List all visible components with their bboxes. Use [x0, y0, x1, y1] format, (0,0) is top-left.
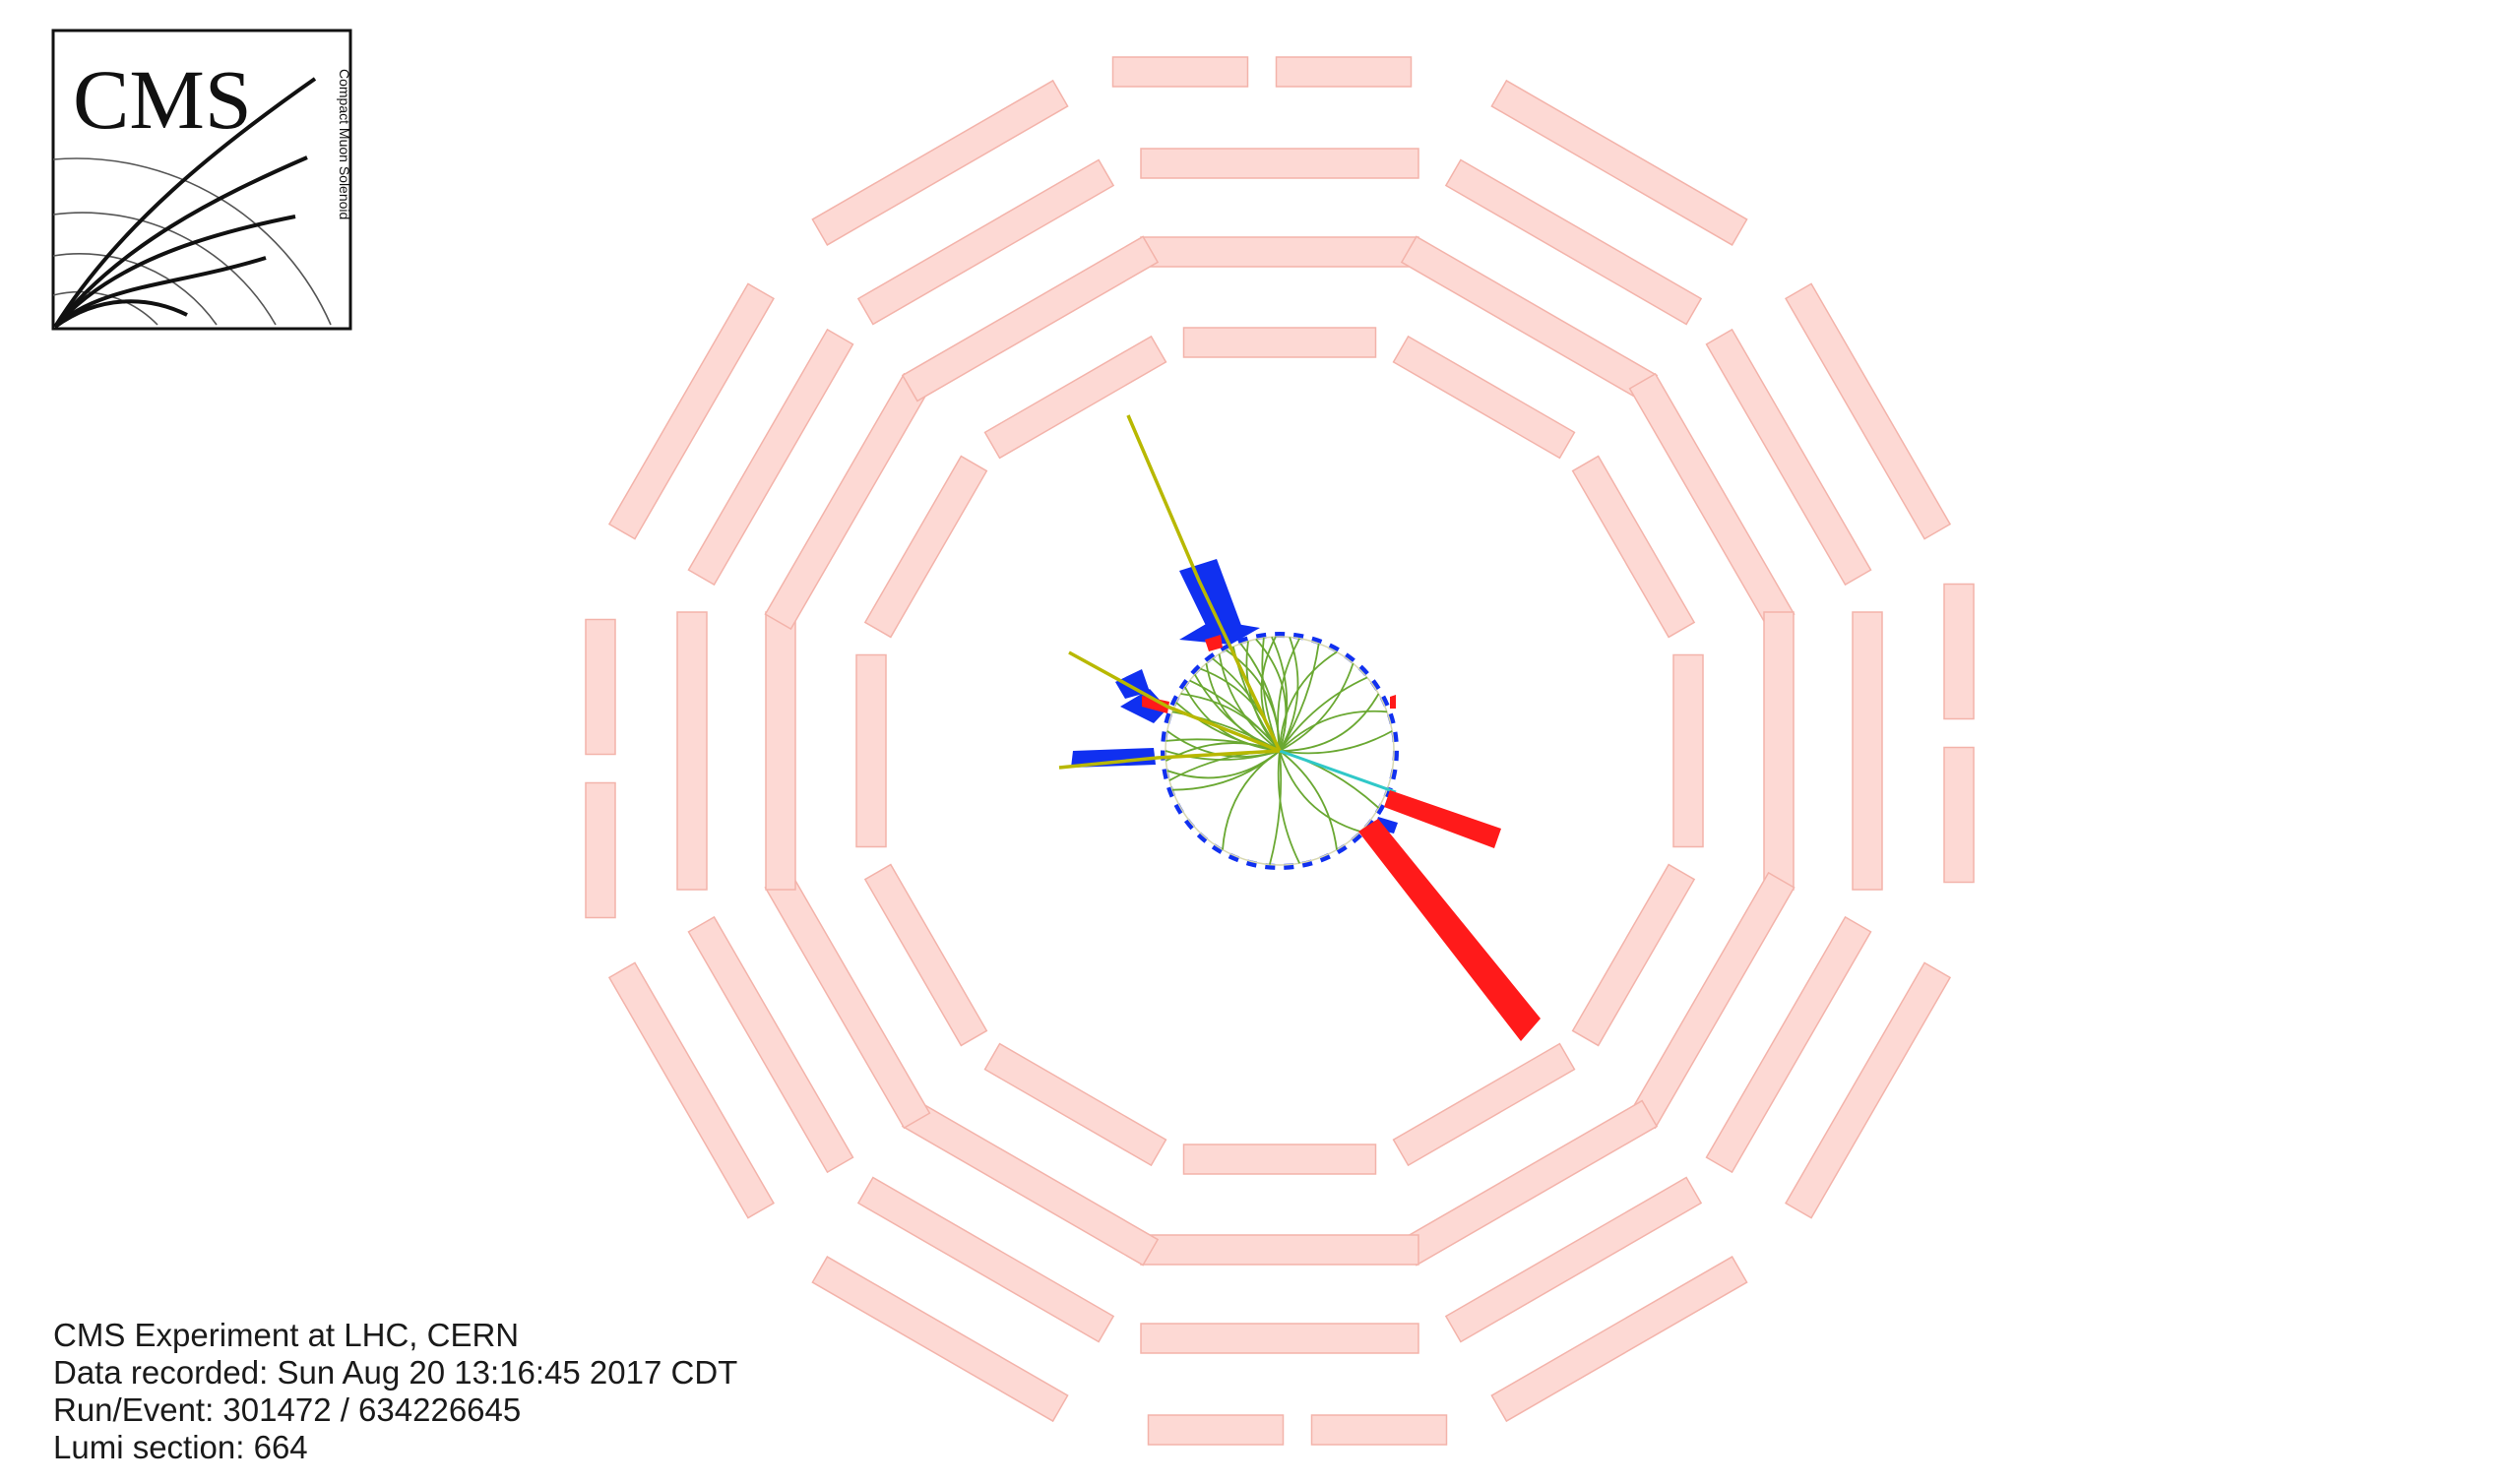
track [1279, 750, 1361, 833]
muon-track [1126, 414, 1282, 752]
muon-chamber [1490, 79, 1748, 246]
event-core [1058, 414, 1541, 1041]
muon-tracks [1058, 414, 1282, 770]
muon-chamber [901, 235, 1160, 402]
track [1279, 676, 1368, 752]
muon-chamber [687, 328, 854, 587]
muon-track [1058, 749, 1281, 770]
track [1279, 710, 1388, 752]
muon-chamber [811, 79, 1069, 246]
muon-chamber [1310, 1414, 1448, 1446]
muon-chamber [856, 1176, 1115, 1343]
track [1279, 662, 1354, 752]
ecal-deposit-large [1358, 819, 1541, 1041]
muon-chamber [1275, 56, 1413, 88]
hcal-tower [1179, 559, 1242, 636]
track [1277, 750, 1300, 864]
muon-chamber [1140, 1234, 1419, 1266]
muon-chamber [863, 455, 988, 639]
track [1279, 730, 1393, 755]
muon-chamber [1444, 158, 1703, 326]
muon-chamber [607, 282, 775, 540]
data-recorded: Data recorded: Sun Aug 20 13:16:45 2017 … [53, 1354, 738, 1391]
track [1184, 686, 1281, 752]
muon-chamber [1140, 148, 1419, 179]
track [1279, 650, 1338, 752]
track [1245, 641, 1281, 752]
muon-chamber [1182, 327, 1377, 358]
muon-chamber [1490, 1256, 1748, 1423]
muon-chamber [983, 335, 1167, 460]
charged-tracks [1165, 636, 1393, 865]
event-info: CMS Experiment at LHC, CERN Data recorde… [53, 1317, 737, 1466]
muon-chamber [1392, 1042, 1576, 1167]
logo-text: CMS [73, 52, 252, 147]
track [1279, 693, 1380, 752]
muon-chambers [585, 56, 1975, 1446]
muon-chamber [1672, 653, 1704, 848]
muon-chamber [1943, 583, 1975, 720]
muon-chamber [1147, 1414, 1285, 1446]
muon-chamber [1571, 863, 1696, 1047]
ecal-deposit [1390, 695, 1396, 709]
track [1279, 637, 1299, 752]
track [1222, 750, 1281, 850]
ecal-deposit [1142, 696, 1169, 713]
muon-chamber [585, 781, 616, 919]
track [1279, 750, 1338, 850]
muon-chamber [676, 611, 708, 891]
muon-chamber [1705, 328, 1872, 587]
muon-chamber [1392, 335, 1576, 460]
track [1218, 653, 1281, 752]
cms-logo: CMS Compact Muon Solenoid [51, 29, 352, 331]
ecal-deposit-jet [1384, 790, 1501, 848]
muon-chamber [811, 1256, 1069, 1423]
logo-subtitle: Compact Muon Solenoid [337, 69, 352, 219]
ecal-deposit [1205, 635, 1223, 651]
muon-chamber [983, 1042, 1167, 1167]
track [1271, 636, 1289, 752]
muon-chamber [855, 653, 887, 848]
muon-chamber [765, 611, 796, 891]
muon-chamber [1785, 282, 1952, 540]
muon-chamber [1444, 1176, 1703, 1343]
muon-chamber [1140, 1323, 1419, 1354]
muon-chamber [1571, 455, 1696, 639]
muon-chamber [856, 158, 1115, 326]
muon-chamber [1763, 611, 1795, 891]
experiment-label: CMS Experiment at LHC, CERN [53, 1317, 520, 1353]
muon-chamber [1852, 611, 1883, 891]
electron-track [1279, 749, 1397, 794]
run-event: Run/Event: 301472 / 634226645 [53, 1391, 522, 1428]
muon-chamber [863, 863, 988, 1047]
muon-chamber [1705, 915, 1872, 1174]
muon-chamber [1140, 236, 1419, 268]
muon-chamber [1943, 746, 1975, 884]
hcal-towers [1071, 559, 1398, 834]
muon-chamber [607, 961, 775, 1219]
muon-chamber [1182, 1144, 1377, 1175]
hcal-ring [1161, 632, 1399, 870]
lumi-section: Lumi section: 664 [53, 1429, 308, 1465]
muon-chamber [1785, 961, 1952, 1219]
ecal-deposits [1142, 635, 1541, 1041]
muon-chamber [585, 618, 616, 756]
muon-chamber [1111, 56, 1249, 88]
track [1269, 750, 1283, 865]
muon-chamber [687, 915, 854, 1174]
muon-track [1068, 650, 1281, 753]
